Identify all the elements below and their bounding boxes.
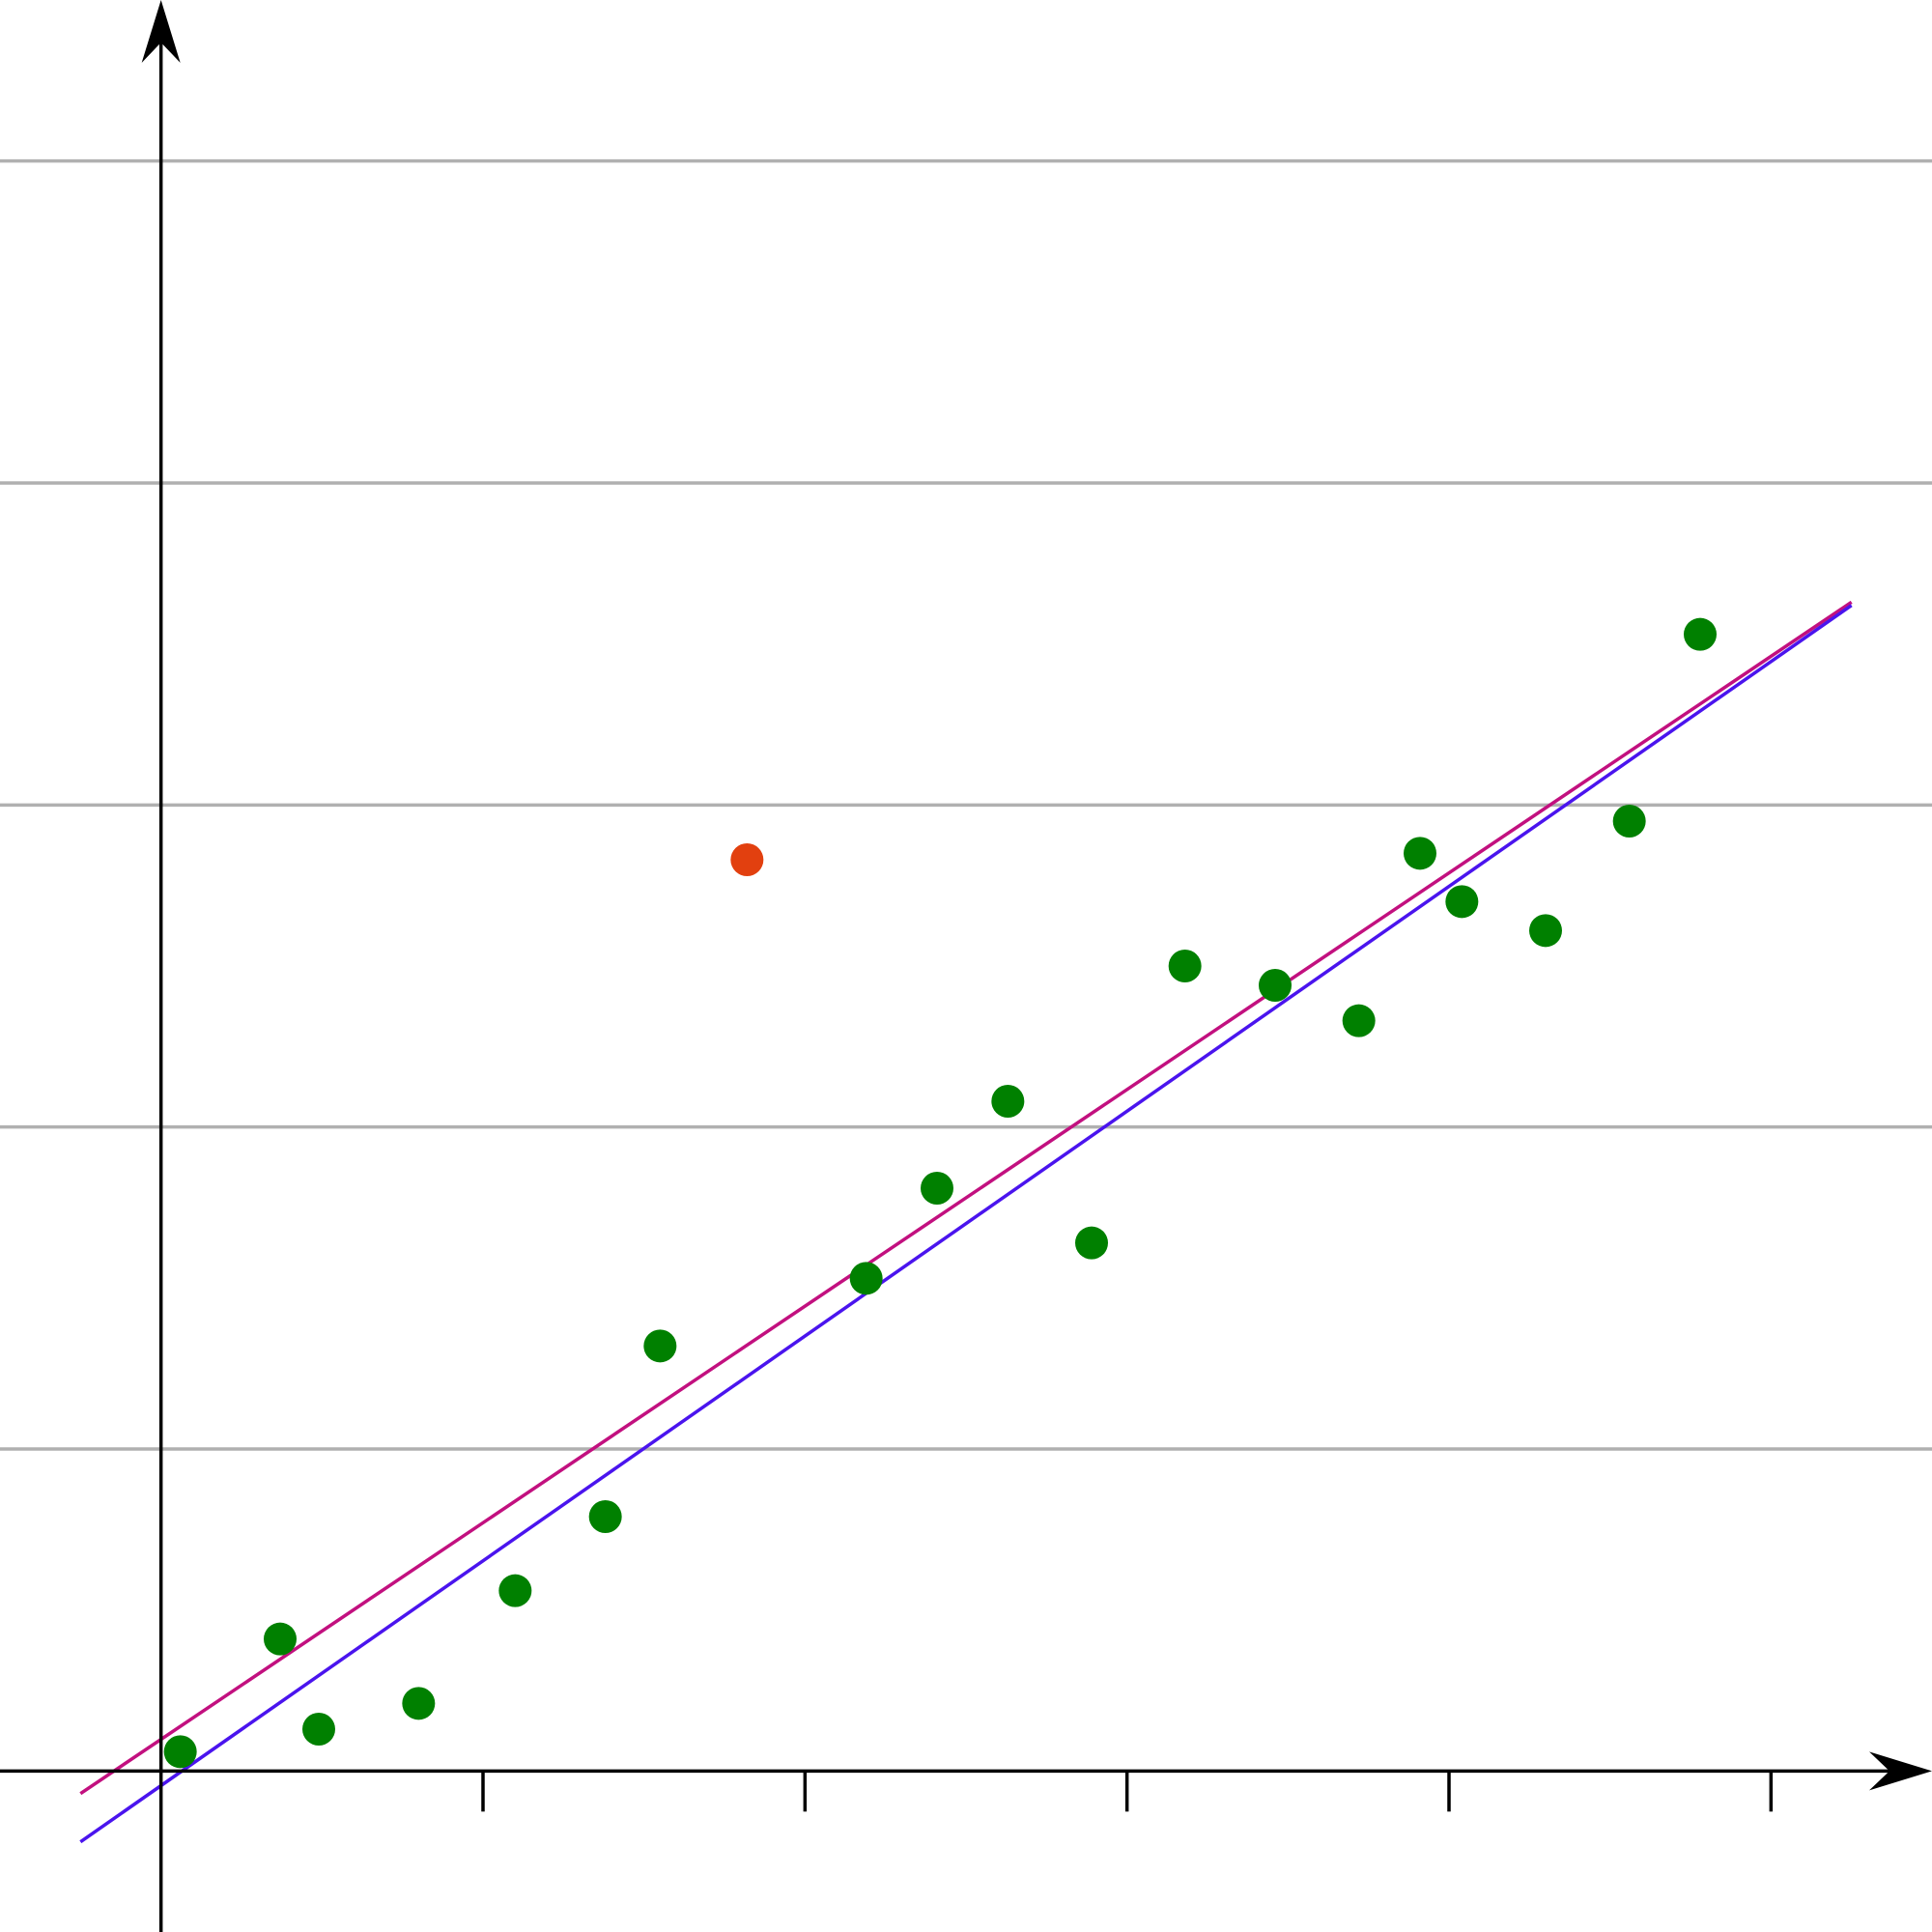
data-point [1684, 617, 1717, 651]
data-point [1075, 1226, 1108, 1260]
data-point [402, 1687, 436, 1720]
y-axis-arrow-icon [141, 0, 181, 63]
data-point [1168, 950, 1202, 982]
points-layer [163, 617, 1717, 1769]
data-point [1259, 969, 1292, 1002]
x-axis-arrow-icon [1869, 1751, 1932, 1791]
data-point [991, 1085, 1025, 1118]
data-point [1445, 885, 1479, 919]
data-point [264, 1622, 297, 1656]
data-point [1529, 914, 1562, 948]
data-point [1612, 805, 1646, 838]
grid-layer [0, 158, 1932, 1451]
data-point [498, 1574, 532, 1607]
data-point [302, 1713, 335, 1746]
data-point [1404, 837, 1436, 870]
data-point [588, 1500, 622, 1533]
data-point [163, 1735, 197, 1769]
data-point [643, 1329, 677, 1363]
data-point [849, 1262, 883, 1295]
data-point [1342, 1004, 1376, 1037]
fit-line-with-outlier [79, 600, 1853, 1796]
data-point [921, 1172, 953, 1205]
fit-lines-layer [79, 600, 1853, 1844]
fit-line-without-outlier [79, 604, 1853, 1844]
outlier-point [730, 843, 764, 876]
